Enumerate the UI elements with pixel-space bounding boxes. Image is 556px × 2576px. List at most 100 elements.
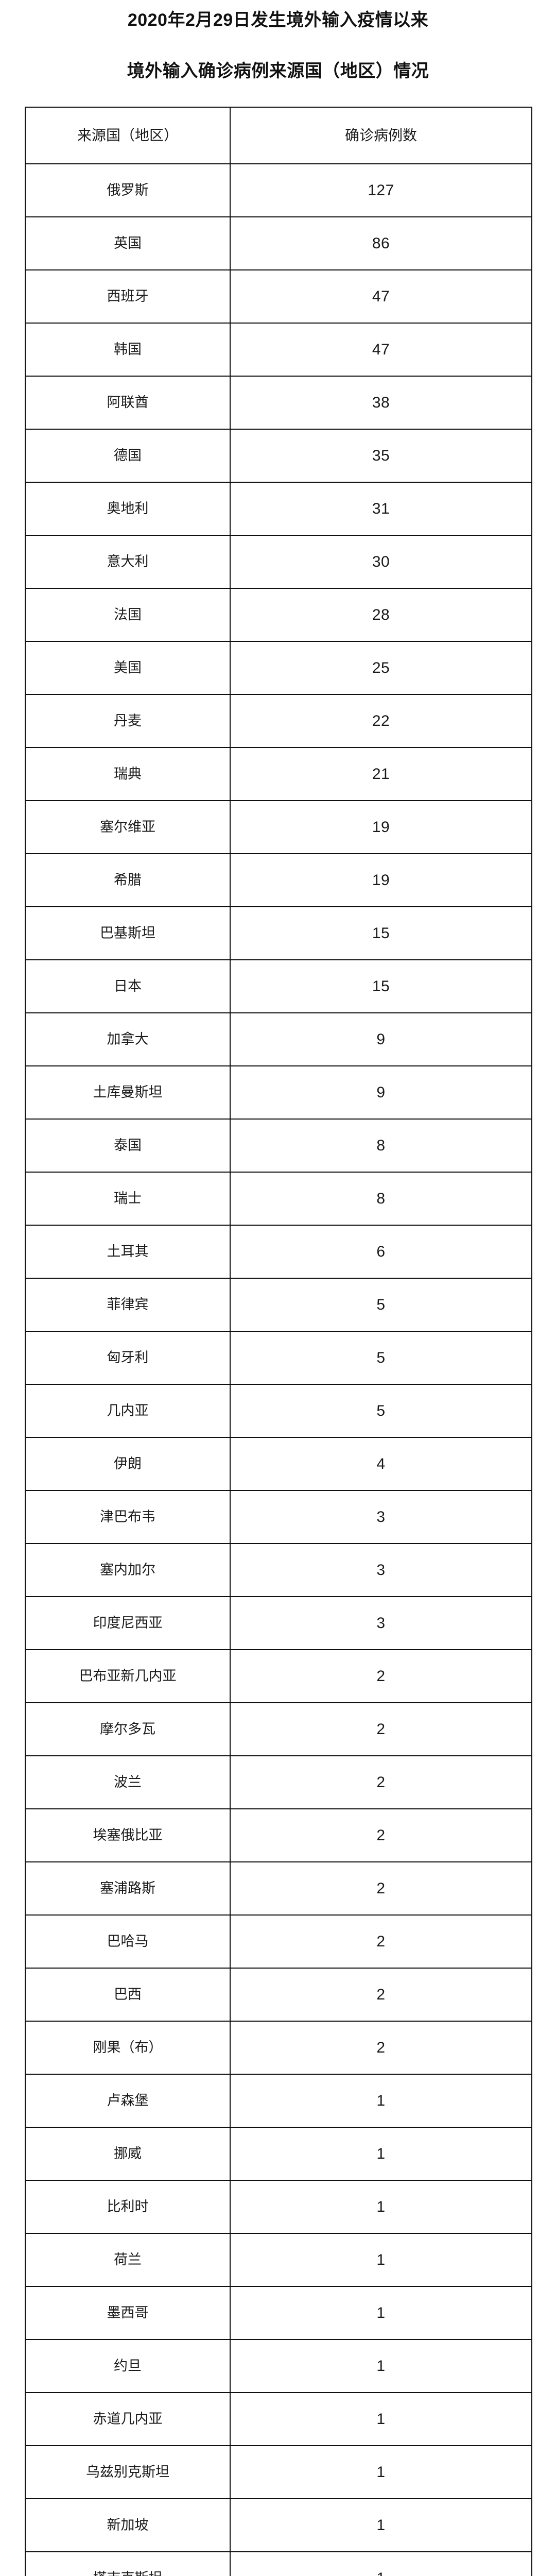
- cell-country: 巴西: [25, 1968, 231, 2022]
- cell-country: 德国: [25, 429, 231, 483]
- table-row: 希腊 19: [25, 853, 532, 907]
- cell-count: 2: [230, 1861, 532, 1916]
- table-container: 来源国（地区） 确诊病例数 俄罗斯 127 英国 86 西班牙 47 韩国 47 阿联酋 38 德国…: [25, 107, 532, 2576]
- cell-country: 刚果（布）: [25, 2021, 231, 2075]
- cell-count: 31: [230, 482, 532, 536]
- cell-count: 1: [230, 2180, 532, 2234]
- cell-country: 伊朗: [25, 1437, 231, 1491]
- cell-count: 8: [230, 1118, 532, 1173]
- table-row: 约旦 1: [25, 2339, 532, 2393]
- table-header-row: 来源国（地区） 确诊病例数: [25, 107, 532, 164]
- table-row: 挪威 1: [25, 2127, 532, 2181]
- cell-country: 塞浦路斯: [25, 1861, 231, 1916]
- table-row: 卢森堡 1: [25, 2074, 532, 2128]
- cell-count: 5: [230, 1384, 532, 1438]
- cell-country: 法国: [25, 588, 231, 642]
- cell-count: 5: [230, 1331, 532, 1385]
- cell-country: 塞内加尔: [25, 1543, 231, 1597]
- table-row: 美国 25: [25, 641, 532, 695]
- cell-count: 3: [230, 1490, 532, 1544]
- cell-country: 西班牙: [25, 269, 231, 324]
- cell-count: 86: [230, 216, 532, 270]
- cell-count: 1: [230, 2551, 532, 2576]
- cell-country: 阿联酋: [25, 376, 231, 430]
- table-row: 丹麦 22: [25, 694, 532, 748]
- table-row: 比利时 1: [25, 2180, 532, 2234]
- table-row: 津巴布韦 3: [25, 1490, 532, 1544]
- page-heading: 2020年2月29日发生境外输入疫情以来 境外输入确诊病例来源国（地区）情况: [0, 0, 556, 82]
- cell-count: 1: [230, 2127, 532, 2181]
- cell-country: 希腊: [25, 853, 231, 907]
- table-row: 德国 35: [25, 429, 532, 483]
- table-row: 巴基斯坦 15: [25, 906, 532, 960]
- table-row: 荷兰 1: [25, 2233, 532, 2287]
- cell-country: 奥地利: [25, 482, 231, 536]
- table-row: 菲律宾 5: [25, 1278, 532, 1332]
- cell-count: 25: [230, 641, 532, 695]
- table-row: 土库曼斯坦 9: [25, 1065, 532, 1120]
- table-row: 土耳其 6: [25, 1225, 532, 1279]
- cell-country: 波兰: [25, 1755, 231, 1809]
- table-row: 泰国 8: [25, 1118, 532, 1173]
- cell-count: 1: [230, 2286, 532, 2340]
- cell-country: 日本: [25, 959, 231, 1013]
- cell-country: 乌兹别克斯坦: [25, 2445, 231, 2499]
- page-title-line-2: 境外输入确诊病例来源国（地区）情况: [127, 61, 429, 81]
- cell-country: 韩国: [25, 323, 231, 377]
- cell-count: 5: [230, 1278, 532, 1332]
- cell-country: 埃塞俄比亚: [25, 1808, 231, 1862]
- cell-country: 墨西哥: [25, 2286, 231, 2340]
- cell-count: 3: [230, 1596, 532, 1650]
- cell-count: 8: [230, 1172, 532, 1226]
- cell-count: 9: [230, 1065, 532, 1120]
- table-row: 埃塞俄比亚 2: [25, 1808, 532, 1862]
- cell-count: 2: [230, 1914, 532, 1969]
- table-row: 乌兹别克斯坦 1: [25, 2445, 532, 2499]
- table-row: 法国 28: [25, 588, 532, 642]
- cell-count: 1: [230, 2233, 532, 2287]
- cell-count: 127: [230, 163, 532, 217]
- cell-country: 摩尔多瓦: [25, 1702, 231, 1756]
- table-row: 伊朗 4: [25, 1437, 532, 1491]
- cell-count: 35: [230, 429, 532, 483]
- cell-count: 1: [230, 2392, 532, 2446]
- cell-count: 1: [230, 2074, 532, 2128]
- cell-count: 22: [230, 694, 532, 748]
- cell-country: 土耳其: [25, 1225, 231, 1279]
- table-row: 新加坡 1: [25, 2498, 532, 2552]
- cell-country: 印度尼西亚: [25, 1596, 231, 1650]
- cell-count: 19: [230, 800, 532, 854]
- table-row: 巴布亚新几内亚 2: [25, 1649, 532, 1703]
- cell-count: 4: [230, 1437, 532, 1491]
- cell-country: 丹麦: [25, 694, 231, 748]
- table-row: 瑞士 8: [25, 1172, 532, 1226]
- column-header-country: 来源国（地区）: [25, 107, 231, 164]
- table-row: 墨西哥 1: [25, 2286, 532, 2340]
- cell-count: 2: [230, 1755, 532, 1809]
- table-row: 塞内加尔 3: [25, 1543, 532, 1597]
- cell-count: 9: [230, 1012, 532, 1066]
- table-row: 阿联酋 38: [25, 376, 532, 430]
- table-row: 塞尔维亚 19: [25, 800, 532, 854]
- cell-country: 荷兰: [25, 2233, 231, 2287]
- cell-count: 1: [230, 2445, 532, 2499]
- table-row: 波兰 2: [25, 1755, 532, 1809]
- cell-country: 俄罗斯: [25, 163, 231, 217]
- table-row: 加拿大 9: [25, 1012, 532, 1066]
- cell-country: 巴哈马: [25, 1914, 231, 1969]
- table-row: 奥地利 31: [25, 482, 532, 536]
- table-row: 塞浦路斯 2: [25, 1861, 532, 1916]
- cell-country: 美国: [25, 641, 231, 695]
- cell-country: 泰国: [25, 1118, 231, 1173]
- table-row: 瑞典 21: [25, 747, 532, 801]
- cell-country: 几内亚: [25, 1384, 231, 1438]
- cell-country: 加拿大: [25, 1012, 231, 1066]
- table-row: 摩尔多瓦 2: [25, 1702, 532, 1756]
- cell-country: 塔吉克斯坦: [25, 2551, 231, 2576]
- cell-count: 1: [230, 2339, 532, 2393]
- cell-country: 意大利: [25, 535, 231, 589]
- table-row: 意大利 30: [25, 535, 532, 589]
- cell-count: 47: [230, 269, 532, 324]
- table-row: 塔吉克斯坦1: [25, 2551, 532, 2576]
